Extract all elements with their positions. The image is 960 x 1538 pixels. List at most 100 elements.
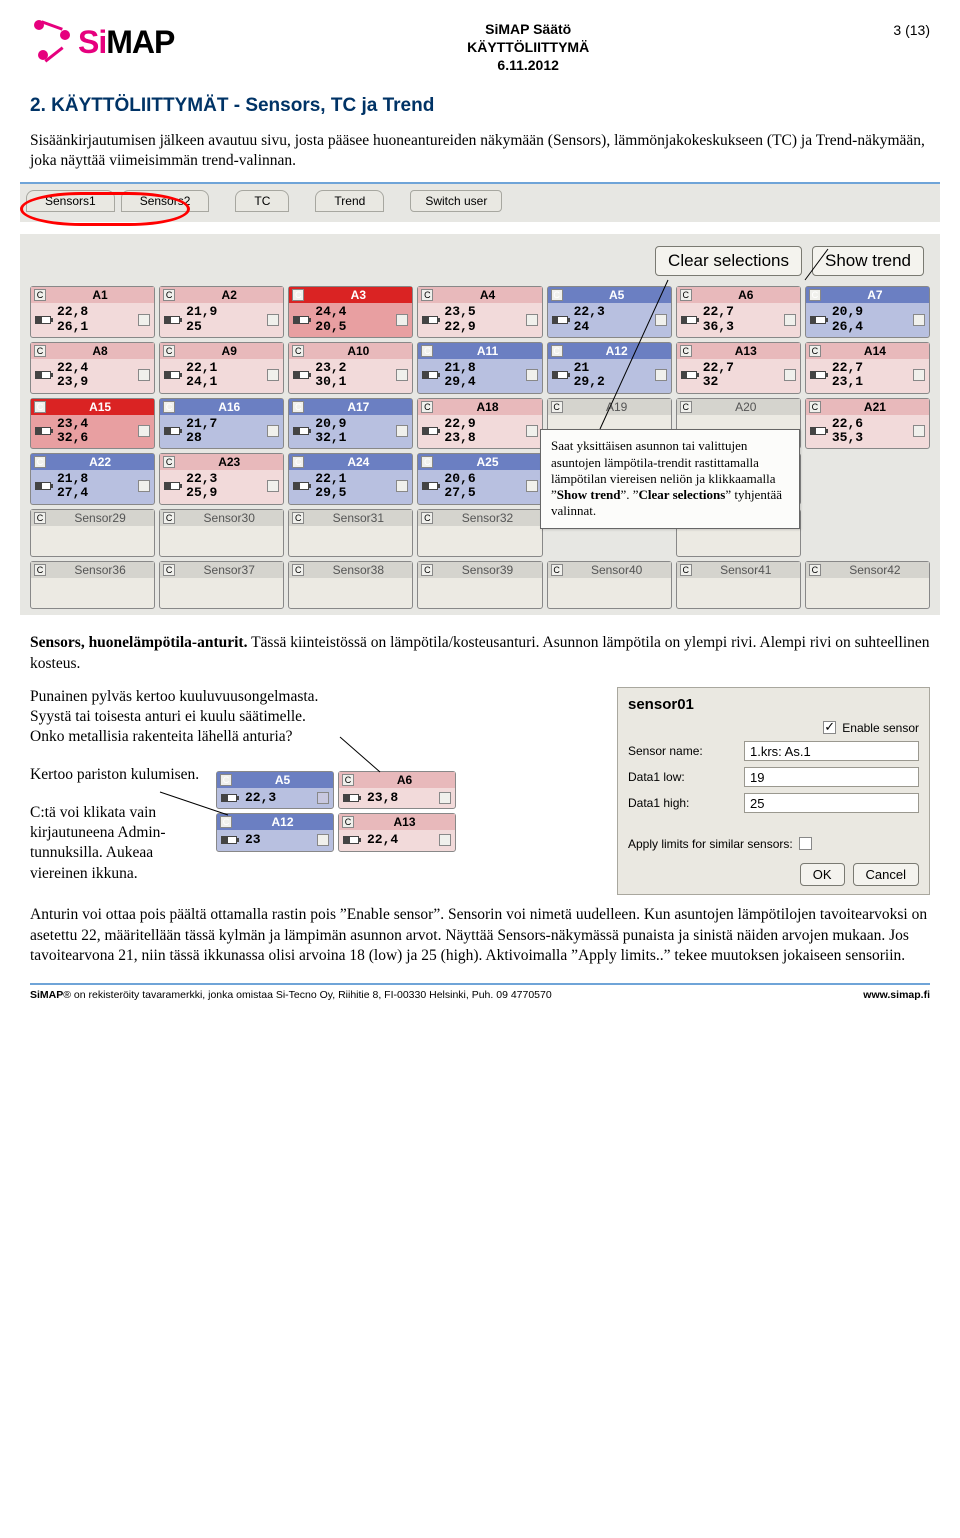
sensor-cell[interactable]: CA324,420,5 xyxy=(288,286,413,338)
sensor-c-button[interactable]: C xyxy=(292,456,304,468)
sensor-select-checkbox[interactable] xyxy=(913,425,925,437)
cancel-button[interactable]: Cancel xyxy=(853,863,919,886)
sensor-cell[interactable]: CA2122,635,3 xyxy=(805,398,930,450)
sensor-select-checkbox[interactable] xyxy=(439,792,451,804)
sensor-cell[interactable]: CSensor31 xyxy=(288,509,413,557)
data1-high-input[interactable]: 25 xyxy=(744,793,919,813)
sensor-cell[interactable]: CA2520,627,5 xyxy=(417,453,542,505)
sensor-select-checkbox[interactable] xyxy=(138,369,150,381)
sensor-select-checkbox[interactable] xyxy=(784,314,796,326)
tab-tc[interactable]: TC xyxy=(235,190,289,212)
sensor-c-button[interactable]: C xyxy=(809,345,821,357)
sensor-c-button[interactable]: C xyxy=(163,345,175,357)
sensor-c-button[interactable]: C xyxy=(220,816,232,828)
sensor-cell[interactable]: CA1822,923,8 xyxy=(417,398,542,450)
sensor-cell[interactable]: CSensor30 xyxy=(159,509,284,557)
sensor-select-checkbox[interactable] xyxy=(267,369,279,381)
tab-trend[interactable]: Trend xyxy=(315,190,384,212)
mini-sensor-cell[interactable]: CA623,8 xyxy=(338,771,456,809)
ok-button[interactable]: OK xyxy=(800,863,845,886)
sensor-cell[interactable]: CSensor32 xyxy=(417,509,542,557)
sensor-cell[interactable]: CA1621,728 xyxy=(159,398,284,450)
sensor-select-checkbox[interactable] xyxy=(267,314,279,326)
sensor-select-checkbox[interactable] xyxy=(317,792,329,804)
sensor-c-button[interactable]: C xyxy=(551,345,563,357)
sensor-c-button[interactable]: C xyxy=(421,289,433,301)
sensor-name-input[interactable]: 1.krs: As.1 xyxy=(744,741,919,761)
sensor-c-button[interactable]: C xyxy=(34,345,46,357)
sensor-c-button[interactable]: C xyxy=(292,564,304,576)
sensor-select-checkbox[interactable] xyxy=(396,480,408,492)
sensor-c-button[interactable]: C xyxy=(163,512,175,524)
sensor-select-checkbox[interactable] xyxy=(439,834,451,846)
sensor-select-checkbox[interactable] xyxy=(913,314,925,326)
sensor-cell[interactable]: CA1023,230,1 xyxy=(288,342,413,394)
sensor-cell[interactable]: CA2221,827,4 xyxy=(30,453,155,505)
sensor-c-button[interactable]: C xyxy=(421,401,433,413)
sensor-select-checkbox[interactable] xyxy=(913,369,925,381)
data1-low-input[interactable]: 19 xyxy=(744,767,919,787)
sensor-c-button[interactable]: C xyxy=(680,345,692,357)
show-trend-button[interactable]: Show trend xyxy=(812,246,924,276)
sensor-select-checkbox[interactable] xyxy=(138,480,150,492)
mini-sensor-cell[interactable]: CA1322,4 xyxy=(338,813,456,851)
sensor-select-checkbox[interactable] xyxy=(526,314,538,326)
sensor-cell[interactable]: CA1720,932,1 xyxy=(288,398,413,450)
clear-selections-button[interactable]: Clear selections xyxy=(655,246,802,276)
sensor-c-button[interactable]: C xyxy=(809,289,821,301)
sensor-cell[interactable]: CSensor41 xyxy=(676,561,801,609)
sensor-select-checkbox[interactable] xyxy=(784,369,796,381)
sensor-c-button[interactable]: C xyxy=(34,456,46,468)
sensor-c-button[interactable]: C xyxy=(34,289,46,301)
sensor-c-button[interactable]: C xyxy=(421,345,433,357)
sensor-select-checkbox[interactable] xyxy=(526,480,538,492)
sensor-c-button[interactable]: C xyxy=(680,401,692,413)
sensor-c-button[interactable]: C xyxy=(342,816,354,828)
sensor-cell[interactable]: CA221,925 xyxy=(159,286,284,338)
sensor-cell[interactable]: CSensor42 xyxy=(805,561,930,609)
sensor-cell[interactable]: CA122,826,1 xyxy=(30,286,155,338)
sensor-c-button[interactable]: C xyxy=(421,456,433,468)
sensor-c-button[interactable]: C xyxy=(220,774,232,786)
apply-limits-checkbox[interactable] xyxy=(799,837,812,850)
sensor-c-button[interactable]: C xyxy=(163,289,175,301)
sensor-select-checkbox[interactable] xyxy=(655,314,667,326)
sensor-cell[interactable]: CA720,926,4 xyxy=(805,286,930,338)
enable-sensor-checkbox[interactable] xyxy=(823,721,836,734)
sensor-cell[interactable]: CA122129,2 xyxy=(547,342,672,394)
sensor-c-button[interactable]: C xyxy=(680,564,692,576)
sensor-select-checkbox[interactable] xyxy=(396,369,408,381)
sensor-c-button[interactable]: C xyxy=(163,401,175,413)
sensor-c-button[interactable]: C xyxy=(342,774,354,786)
sensor-select-checkbox[interactable] xyxy=(138,314,150,326)
sensor-cell[interactable]: CSensor36 xyxy=(30,561,155,609)
sensor-cell[interactable]: CA423,522,9 xyxy=(417,286,542,338)
sensor-c-button[interactable]: C xyxy=(551,289,563,301)
sensor-c-button[interactable]: C xyxy=(292,401,304,413)
sensor-select-checkbox[interactable] xyxy=(655,369,667,381)
sensor-c-button[interactable]: C xyxy=(292,345,304,357)
sensor-select-checkbox[interactable] xyxy=(138,425,150,437)
sensor-cell[interactable]: CA2422,129,5 xyxy=(288,453,413,505)
sensor-cell[interactable]: CA1523,432,6 xyxy=(30,398,155,450)
sensor-c-button[interactable]: C xyxy=(421,564,433,576)
sensor-cell[interactable]: CSensor39 xyxy=(417,561,542,609)
sensor-c-button[interactable]: C xyxy=(34,401,46,413)
sensor-cell[interactable]: CA822,423,9 xyxy=(30,342,155,394)
switch-user-button[interactable]: Switch user xyxy=(410,190,502,212)
sensor-c-button[interactable]: C xyxy=(34,512,46,524)
sensor-c-button[interactable]: C xyxy=(809,401,821,413)
sensor-select-checkbox[interactable] xyxy=(267,480,279,492)
mini-sensor-cell[interactable]: CA1223 xyxy=(216,813,334,851)
sensor-cell[interactable]: CA1422,723,1 xyxy=(805,342,930,394)
sensor-cell[interactable]: CA2322,325,9 xyxy=(159,453,284,505)
sensor-cell[interactable]: CA522,324 xyxy=(547,286,672,338)
sensor-select-checkbox[interactable] xyxy=(526,369,538,381)
sensor-cell[interactable]: CSensor40 xyxy=(547,561,672,609)
sensor-cell[interactable]: CA1121,829,4 xyxy=(417,342,542,394)
sensor-c-button[interactable]: C xyxy=(551,401,563,413)
sensor-cell[interactable]: CA1322,732 xyxy=(676,342,801,394)
tab-sensors2[interactable]: Sensors2 xyxy=(121,190,210,212)
sensor-cell[interactable]: CSensor29 xyxy=(30,509,155,557)
sensor-cell[interactable]: CSensor37 xyxy=(159,561,284,609)
